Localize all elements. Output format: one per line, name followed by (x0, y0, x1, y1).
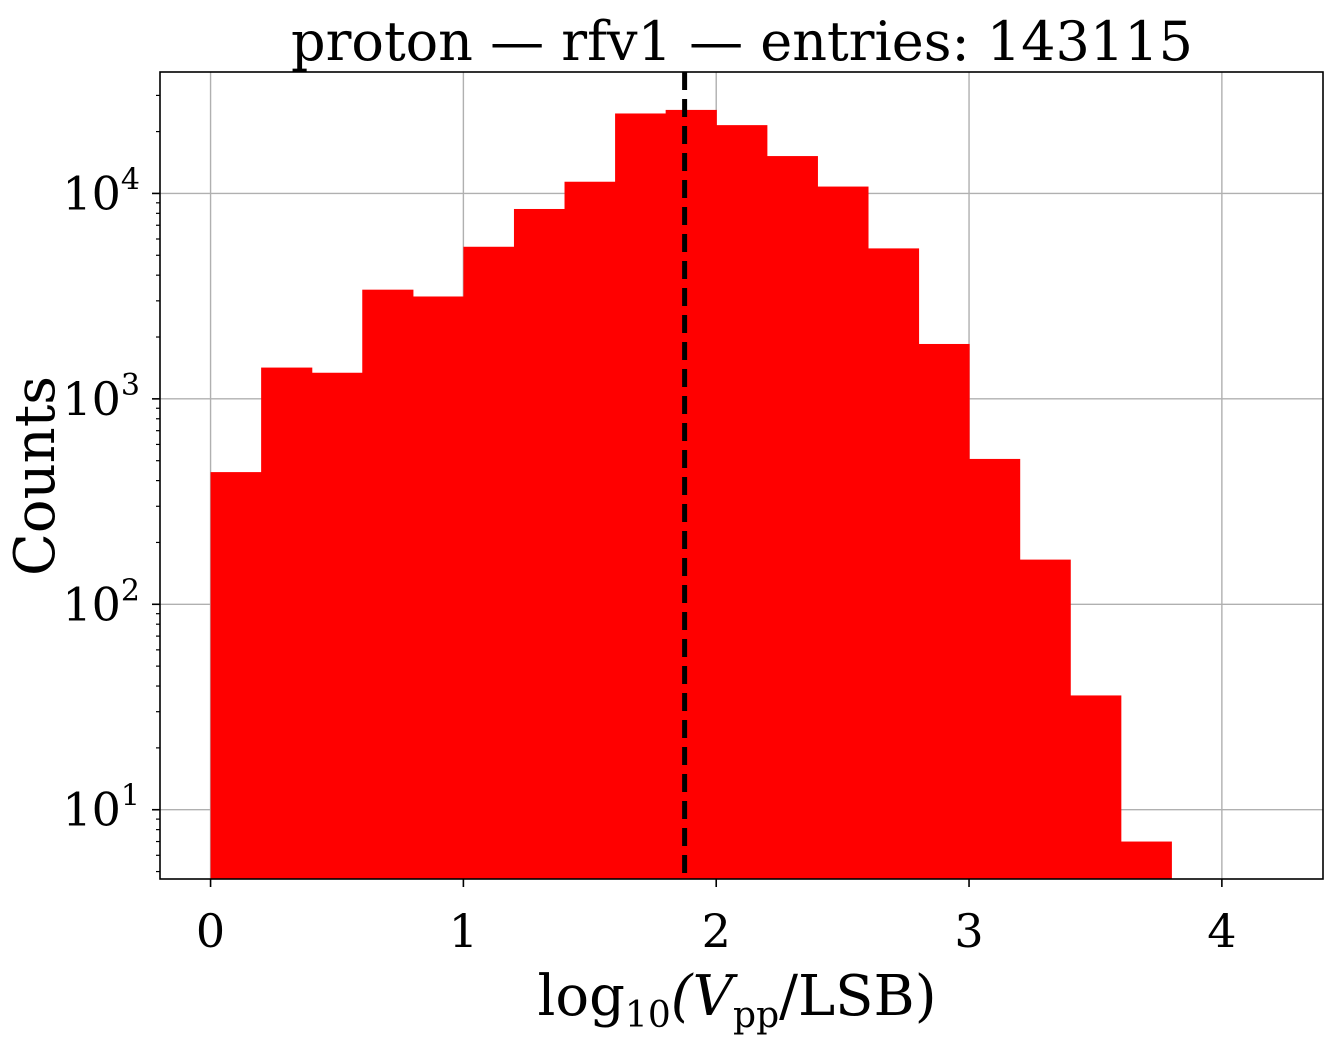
histogram-bar (665, 109, 717, 879)
histogram-bar (867, 248, 920, 879)
x-tick-label: 4 (1207, 904, 1236, 958)
y-tick-label: 104 (62, 162, 140, 220)
histogram-bar (716, 125, 768, 880)
histogram-bar (817, 186, 869, 880)
plot-frame (159, 71, 1324, 880)
histogram-bar (969, 458, 1021, 879)
x-tick-label: 1 (449, 904, 478, 958)
y-tick-label: 102 (62, 573, 140, 631)
histogram-bar (412, 296, 464, 879)
histogram-bar (918, 343, 970, 880)
histogram-bar (513, 208, 566, 879)
histogram-bar (362, 289, 414, 879)
histogram-bar (210, 472, 262, 879)
histogram-bar (261, 367, 313, 879)
y-tick-label: 103 (62, 368, 140, 426)
histogram-bar (766, 156, 818, 879)
y-axis-label: Counts (3, 376, 68, 576)
chart-title: proton — rfv1 — entries: 143115 (291, 10, 1193, 73)
x-tick-label: 3 (954, 904, 983, 958)
histogram-bars (210, 109, 1172, 880)
y-axis-ticks: 101 102 103 104 (62, 162, 160, 837)
histogram-bar (1070, 695, 1122, 879)
x-axis-ticks: 0 1 2 3 4 (196, 879, 1237, 958)
x-axis-label: log10(Vpp/LSB) (537, 964, 936, 1036)
x-tick-label: 0 (196, 904, 225, 958)
histogram-bar (311, 372, 363, 879)
histogram-bar (1120, 841, 1172, 879)
histogram-bar (564, 181, 616, 879)
x-tick-label: 2 (702, 904, 731, 958)
histogram-bar (615, 113, 667, 879)
histogram-bar (1019, 559, 1071, 879)
y-tick-label: 101 (62, 779, 140, 837)
histogram-bar (463, 246, 515, 879)
